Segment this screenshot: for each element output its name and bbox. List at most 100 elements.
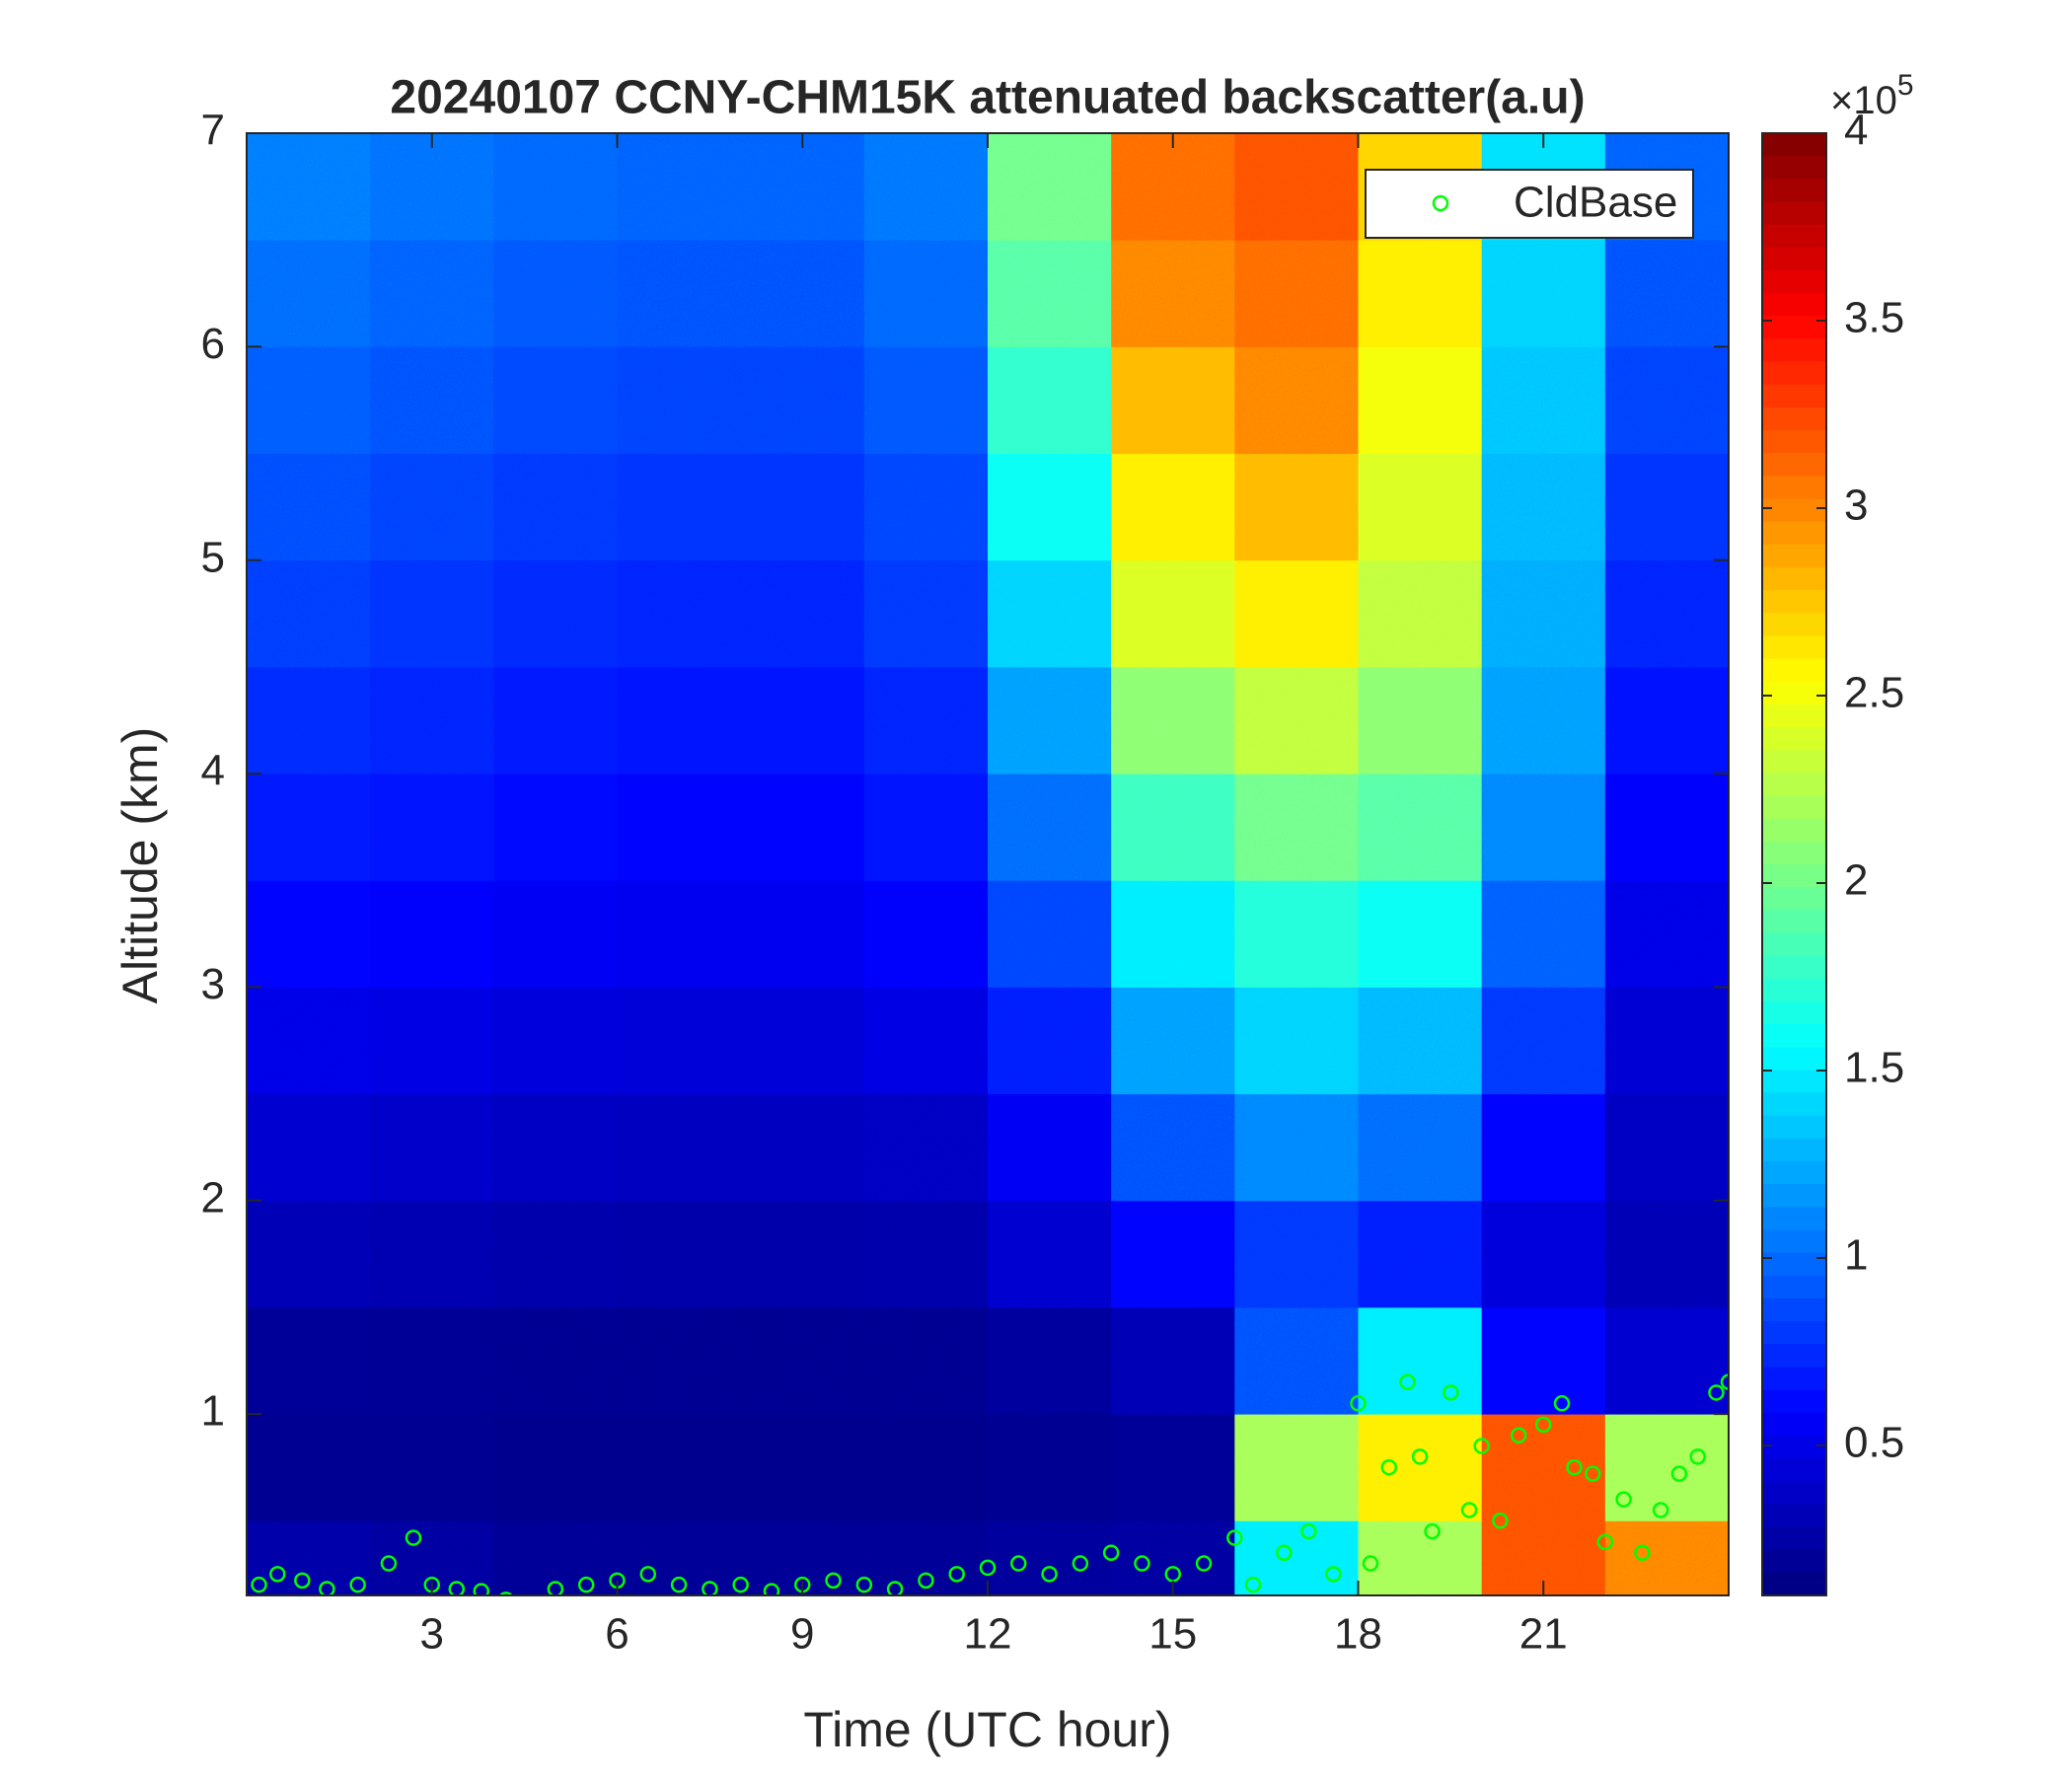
x-tick-label: 9 [790,1610,814,1659]
cloud-base-point [1634,1544,1651,1561]
cloud-base-point [294,1572,311,1590]
cloud-base-point [1072,1555,1089,1572]
colorbar-step [1762,566,1826,591]
colorbar-step [1762,1047,1826,1072]
cloud-base-point [1652,1502,1669,1518]
cloud-base-point [1350,1395,1367,1412]
exponent-base: ×10 [1830,79,1897,122]
cloud-base-point [473,1583,490,1595]
colorbar-step [1762,1207,1826,1231]
cloud-base-point [1411,1448,1429,1465]
colorbar-step [1762,1161,1826,1185]
colorbar-step [1762,1275,1826,1299]
colorbar-step [1762,1321,1826,1345]
cloud-base-point [763,1583,780,1595]
cloud-base-point [639,1566,657,1583]
cloud-base-point [498,1591,513,1595]
colorbar-step [1762,544,1826,568]
cloud-base-point [702,1581,718,1595]
cloud-base-point [1460,1502,1478,1518]
colorbar-step [1762,1435,1826,1459]
colorbar-step [1762,247,1826,271]
colorbar-step [1762,269,1826,294]
colorbar-step [1762,1138,1826,1162]
cloud-base-point [1473,1438,1490,1454]
cloud-base-point [948,1566,965,1583]
cloud-base-point [1244,1576,1262,1593]
colorbar-step [1762,1115,1826,1140]
colorbar-tick-label: 1 [1844,1231,1868,1280]
colorbar-tick-label: 3 [1844,481,1868,530]
cloud-base-point [1195,1555,1213,1572]
y-tick-label: 4 [201,747,225,795]
cloud-base-point [405,1529,422,1546]
cloud-base-point [547,1581,564,1595]
colorbar-step [1762,1297,1826,1322]
colorbar-step [1762,179,1826,203]
colorbar-step [1762,430,1826,454]
colorbar-step [1762,910,1826,934]
colorbar-step [1762,1458,1826,1482]
scatter-layer [251,1373,1729,1595]
colorbar-step [1762,864,1826,888]
colorbar-tick-label: 3.5 [1844,294,1904,342]
y-tick-label: 2 [201,1173,225,1221]
x-tick-label: 15 [1148,1610,1197,1659]
cloud-base-point [1596,1533,1614,1551]
y-tick-label: 7 [201,107,225,155]
cloud-base-point [577,1576,595,1593]
colorbar-step [1762,703,1826,728]
colorbar-step [1762,978,1826,1002]
cloud-base-point [1689,1448,1706,1465]
colorbar-step [1762,1549,1826,1574]
colorbar-step [1762,1184,1826,1208]
cloud-base-point [1424,1522,1441,1540]
y-axis-label: Altitude (km) [112,727,168,1004]
colorbar-step [1762,1504,1826,1528]
colorbar-step [1762,1367,1826,1391]
cloud-base-point [1276,1544,1293,1561]
colorbar-step [1762,1526,1826,1551]
cloud-base-point [1380,1458,1398,1476]
colorbar-exponent: ×105 [1830,69,1914,122]
x-tick-label: 18 [1334,1610,1382,1659]
colorbar-step [1762,316,1826,340]
cloud-base-point [1553,1395,1571,1412]
colorbar-tick-label: 4 [1844,107,1868,155]
legend: CldBase [1365,169,1694,239]
colorbar-step [1762,681,1826,705]
legend-label: CldBase [1514,179,1677,227]
colorbar-step [1762,361,1826,386]
cloud-base-point [448,1581,466,1595]
cloud-base-point [886,1581,904,1595]
cloud-base-point [380,1555,398,1572]
colorbar-tick-label: 2 [1844,856,1868,905]
texture [247,133,1729,1595]
colorbar-step [1762,658,1826,683]
x-tick-label: 21 [1519,1610,1568,1659]
colorbar-step [1762,1344,1826,1369]
colorbar-step [1762,613,1826,637]
cloud-base-point [1362,1555,1379,1572]
colorbar-step [1762,293,1826,317]
cloud-base-point [319,1581,335,1595]
cloud-base-point [855,1576,873,1593]
cloud-base-point [1041,1566,1058,1583]
colorbar-step [1762,156,1826,180]
cloud-base-point [1325,1566,1342,1583]
cloud-base-point [1615,1491,1632,1508]
colorbar-tick-label: 0.5 [1844,1419,1904,1467]
cloud-base-point [1720,1373,1729,1390]
cloud-base-point [1708,1384,1725,1401]
colorbar-step [1762,727,1826,751]
colorbar-step [1762,384,1826,408]
cloud-base-point [251,1576,267,1593]
colorbar-step [1762,818,1826,843]
cloud-base-point [670,1576,688,1593]
colorbar-step [1762,498,1826,523]
colorbar-step [1762,521,1826,546]
colorbar-step [1762,1389,1826,1414]
y-tick-label: 6 [201,320,225,368]
